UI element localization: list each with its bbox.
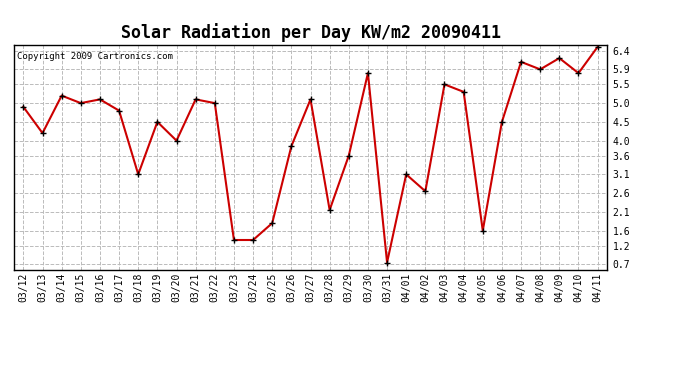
Title: Solar Radiation per Day KW/m2 20090411: Solar Radiation per Day KW/m2 20090411 [121,23,500,42]
Text: Copyright 2009 Cartronics.com: Copyright 2009 Cartronics.com [17,52,172,61]
